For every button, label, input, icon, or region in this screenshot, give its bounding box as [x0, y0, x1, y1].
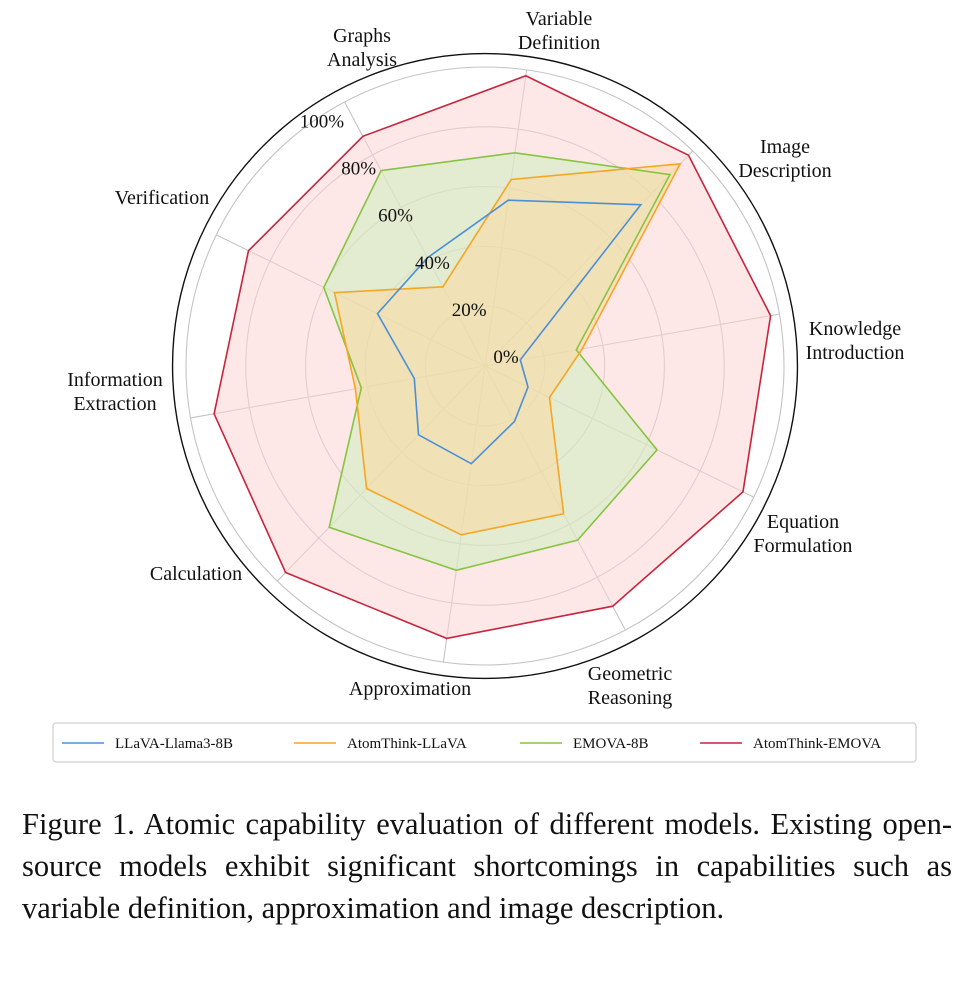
- legend-label: AtomThink-EMOVA: [753, 736, 881, 752]
- tick-label: 60%: [378, 206, 413, 227]
- series-line-atomthink-llava: [333, 162, 682, 536]
- figure-caption: Figure 1. Atomic capability evaluation o…: [22, 807, 952, 925]
- outer-frame: [171, 52, 799, 680]
- axis-label: Equation Formulation: [754, 511, 853, 557]
- radar-chart: 0% 20% 40% 60% 80% 100% Variable Definition Ima…: [52, 8, 917, 763]
- legend-label: EMOVA-8B: [573, 736, 649, 752]
- axis-label: Image Description: [738, 136, 831, 182]
- legend-box: [52, 722, 917, 763]
- tick-label: 40%: [415, 253, 450, 274]
- axis-label: Knowledge Introduction: [806, 318, 905, 364]
- legend-label: LLaVA-Llama3-8B: [115, 736, 233, 752]
- series-line-atomthink-emova: [213, 74, 772, 640]
- tick-label: 20%: [452, 300, 487, 321]
- series-line-emova-8b: [322, 151, 672, 572]
- tick-label: 80%: [341, 159, 376, 180]
- axis-label: Calculation: [150, 563, 242, 585]
- tick-label: 0%: [493, 347, 519, 368]
- axis-labels: Variable Definition Image Description Knowle…: [67, 8, 904, 709]
- radial-ticks: 0% 20% 40% 60% 80% 100%: [300, 111, 519, 368]
- series-fill-atomthink-llava: [334, 163, 681, 535]
- axis-label: Approximation: [349, 678, 471, 700]
- axis-label: Verification: [115, 187, 209, 209]
- grid-circle-100: [185, 66, 785, 666]
- tick-label: 100%: [300, 111, 345, 132]
- legend-label: AtomThink-LLaVA: [347, 736, 467, 752]
- axis-label: Variable Definition: [518, 8, 600, 54]
- axis-label: Geometric Reasoning: [588, 663, 673, 709]
- series-line-llava-llama3-8b: [376, 199, 643, 465]
- axis-label: Information Extraction: [67, 369, 163, 415]
- radar-series: [213, 74, 772, 640]
- legend: LLaVA-Llama3-8B AtomThink-LLaVA EMOVA-8B At…: [52, 722, 917, 763]
- axis-label: Graphs Analysis: [327, 25, 397, 71]
